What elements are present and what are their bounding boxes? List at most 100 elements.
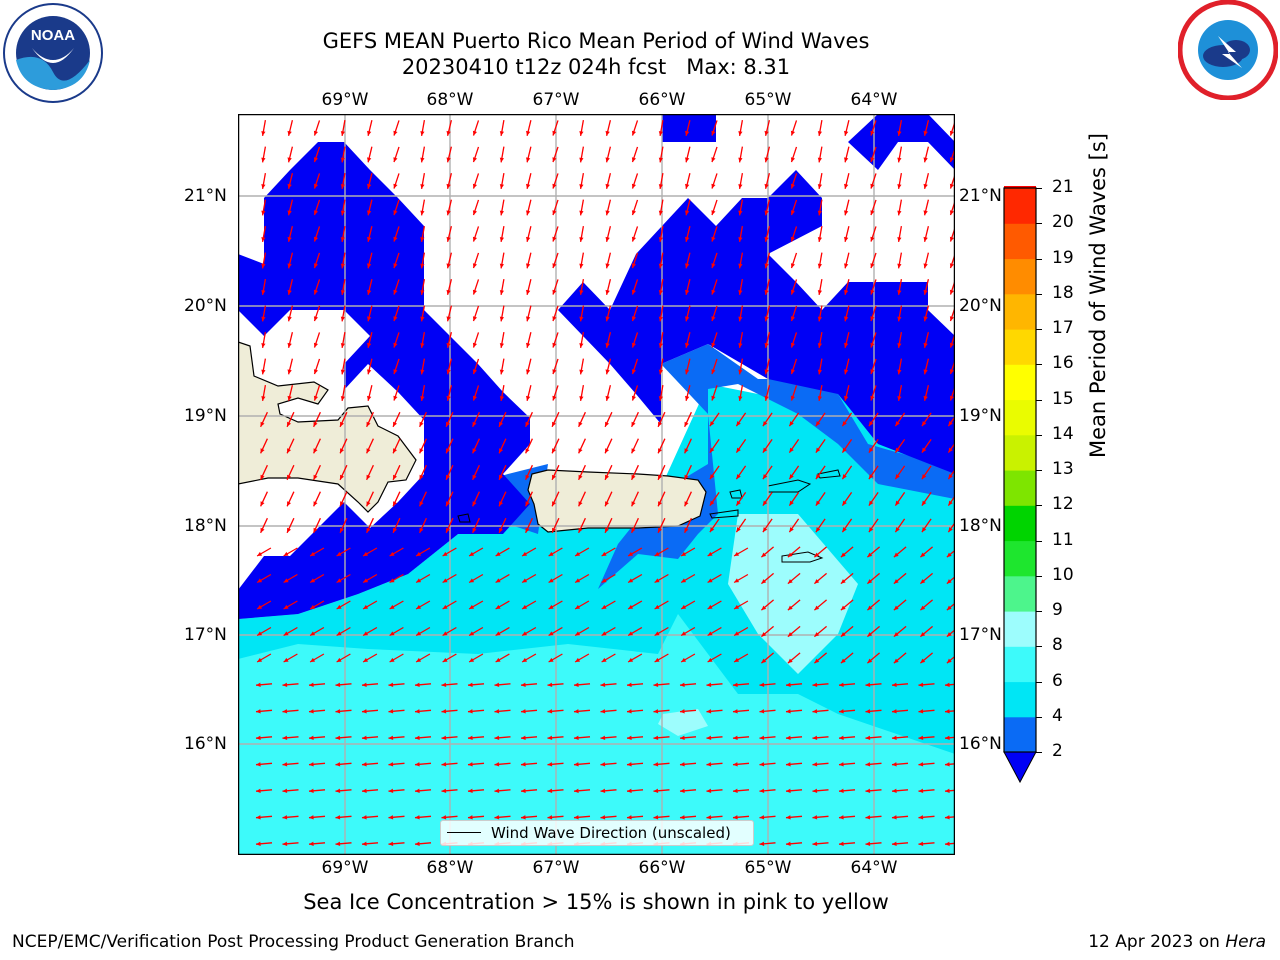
- wind-wave-arrowhead: [415, 709, 420, 714]
- wind-wave-arrowhead: [684, 501, 689, 507]
- wind-wave-arrowhead: [388, 815, 394, 820]
- wind-wave-arrowhead: [893, 658, 899, 664]
- wind-wave-arrowhead: [815, 474, 821, 480]
- wind-wave-arrowhead: [815, 421, 821, 427]
- wind-wave-arrowhead: [340, 131, 345, 136]
- wind-wave-arrowhead: [260, 448, 265, 454]
- wind-wave-arrowhead: [631, 527, 636, 533]
- wind-wave-arrowhead: [552, 501, 556, 507]
- wind-wave-arrowhead: [600, 709, 606, 714]
- wind-wave-arrowhead: [389, 631, 395, 636]
- wind-wave-arrowhead: [552, 289, 557, 295]
- colorbar-tick-mark: [1036, 188, 1042, 189]
- wind-wave-arrowhead: [579, 237, 584, 242]
- wind-wave-arrowhead: [654, 551, 660, 556]
- wind-wave-arrowhead: [764, 263, 769, 269]
- wind-wave-arrowhead: [283, 631, 289, 636]
- wind-wave-arrowhead: [472, 289, 477, 295]
- wind-wave-arrowhead: [761, 579, 767, 584]
- wind-wave-arrowhead: [892, 682, 897, 687]
- wind-wave-arrowhead: [949, 236, 954, 242]
- wind-wave-arrowhead: [313, 183, 318, 189]
- wind-wave-arrowhead: [790, 183, 795, 189]
- wind-wave-arrowhead: [631, 289, 636, 295]
- footer-host: Hera: [1225, 932, 1266, 952]
- wind-wave-arrowhead: [420, 131, 425, 136]
- wind-wave-arrowhead: [552, 236, 557, 242]
- wind-wave-arrowhead: [923, 395, 928, 401]
- wind-wave-arrowhead: [340, 290, 345, 295]
- wind-wave-arrowhead: [366, 474, 371, 480]
- wind-wave-arrowhead: [579, 263, 584, 269]
- wind-wave-arrowhead: [685, 236, 690, 242]
- colorbar-tick-mark: [1036, 399, 1042, 401]
- wind-wave-arrowhead: [442, 551, 448, 556]
- wind-wave-arrowhead: [738, 369, 743, 375]
- wind-wave-arrowhead: [658, 343, 663, 348]
- wind-wave-arrowhead: [897, 369, 902, 375]
- wind-wave-arrowhead: [897, 316, 902, 322]
- colorbar-segment: [1004, 505, 1036, 542]
- wind-wave-arrowhead: [627, 682, 632, 687]
- wind-wave-arrowhead: [865, 735, 871, 740]
- wind-wave-arrowhead: [419, 501, 424, 507]
- wind-wave-arrowhead: [547, 815, 553, 820]
- wind-wave-arrowhead: [762, 474, 768, 480]
- wind-wave-arrowhead: [817, 396, 822, 401]
- wind-wave-arrowhead: [388, 735, 394, 740]
- wind-wave-arrowhead: [865, 762, 871, 767]
- wind-wave-arrowhead: [575, 578, 581, 583]
- wind-wave-arrowhead: [367, 395, 372, 401]
- wind-wave-arrowhead: [839, 762, 844, 767]
- wind-wave-arrowhead: [631, 130, 636, 136]
- wind-wave-arrowhead: [393, 342, 398, 348]
- wind-wave-arrowhead: [367, 263, 372, 269]
- wind-wave-arrowhead: [789, 474, 794, 480]
- wind-wave-arrowhead: [817, 131, 822, 136]
- lon-label-top: 65°W: [744, 90, 792, 110]
- wind-wave-arrowhead: [495, 631, 501, 636]
- wind-wave-arrowhead: [416, 578, 422, 583]
- wind-wave-arrowhead: [923, 236, 928, 242]
- wind-wave-arrowhead: [526, 289, 531, 295]
- wind-wave-arrowhead: [921, 527, 927, 533]
- wind-wave-arrowhead: [897, 210, 902, 216]
- wind-wave-arrowhead: [282, 735, 288, 740]
- wind-wave-arrowhead: [552, 183, 557, 189]
- wind-wave-arrowhead: [923, 289, 928, 295]
- wind-wave-arrowhead: [552, 395, 557, 401]
- wind-wave-arrowhead: [787, 605, 793, 611]
- wind-wave-arrowhead: [628, 657, 634, 662]
- wind-wave-arrowhead: [923, 157, 928, 163]
- wind-wave-arrowhead: [790, 395, 795, 401]
- wind-wave-arrowhead: [552, 527, 556, 533]
- wind-wave-arrowhead: [949, 369, 954, 375]
- wind-wave-arrowhead: [257, 604, 263, 609]
- wind-wave-arrowhead: [313, 369, 318, 375]
- wind-wave-arrowhead: [472, 342, 477, 348]
- wind-wave-arrowhead: [574, 762, 579, 767]
- wind-wave-arrowhead: [472, 501, 477, 507]
- wind-wave-arrowhead: [363, 604, 369, 609]
- wind-wave-arrowhead: [897, 157, 902, 163]
- wind-wave-arrowhead: [416, 657, 422, 662]
- wind-wave-arrowhead: [839, 735, 844, 740]
- colorbar-segment: [1004, 611, 1036, 647]
- wind-wave-arrowhead: [446, 236, 451, 242]
- wind-wave-arrowhead: [840, 658, 846, 664]
- lon-label-bottom: 67°W: [532, 858, 580, 878]
- wind-wave-arrowhead: [654, 578, 660, 583]
- wind-wave-arrowhead: [844, 130, 849, 136]
- wind-wave-arrowhead: [815, 447, 821, 453]
- wind-wave-arrowhead: [790, 342, 795, 348]
- colorbar-tick-label: 14: [1052, 423, 1074, 444]
- wind-wave-arrowhead: [817, 237, 822, 242]
- wind-wave-arrowhead: [812, 788, 818, 793]
- wind-wave-arrowhead: [441, 762, 447, 767]
- wind-wave-arrowhead: [340, 527, 344, 533]
- noaa-logo-icon: NOAA: [2, 2, 104, 104]
- wind-wave-arrowhead: [627, 735, 632, 740]
- wind-wave-arrowhead: [282, 682, 288, 687]
- wind-wave-arrowhead: [738, 263, 743, 269]
- wind-wave-arrowhead: [920, 632, 926, 637]
